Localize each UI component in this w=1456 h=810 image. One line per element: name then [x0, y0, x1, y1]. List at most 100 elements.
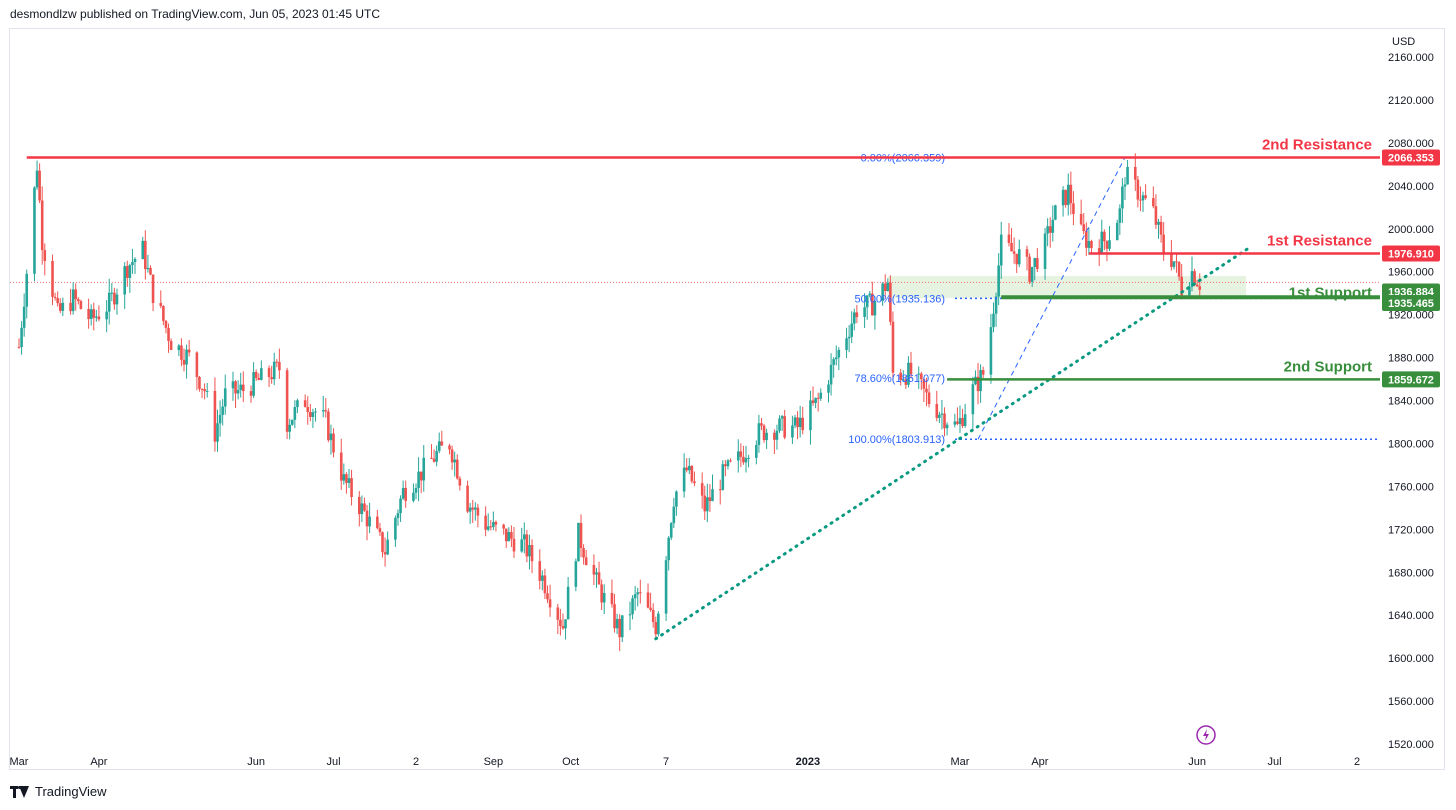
- candle-body[interactable]: [131, 261, 134, 266]
- candle-body[interactable]: [791, 425, 794, 438]
- candle-body[interactable]: [685, 467, 689, 471]
- candle-body[interactable]: [584, 557, 588, 566]
- candle-body[interactable]: [404, 487, 408, 501]
- candle-body[interactable]: [780, 416, 784, 419]
- candle-body[interactable]: [976, 376, 980, 392]
- candle-body[interactable]: [1036, 258, 1039, 269]
- candle-body[interactable]: [917, 373, 921, 375]
- candle-body[interactable]: [149, 267, 152, 275]
- candle-body[interactable]: [561, 626, 565, 629]
- candle-body[interactable]: [999, 234, 1003, 266]
- candle-body[interactable]: [953, 421, 957, 425]
- candle-body[interactable]: [1048, 226, 1052, 233]
- candle-body[interactable]: [141, 240, 145, 259]
- candle-body[interactable]: [275, 361, 279, 363]
- candle-body[interactable]: [450, 449, 454, 463]
- candle-body[interactable]: [938, 414, 941, 418]
- candle-body[interactable]: [180, 345, 183, 360]
- candle-body[interactable]: [311, 412, 315, 417]
- candle-body[interactable]: [113, 292, 116, 305]
- candle-body[interactable]: [293, 407, 297, 420]
- candle-body[interactable]: [43, 250, 47, 261]
- candle-body[interactable]: [760, 423, 763, 426]
- candle-body[interactable]: [285, 370, 289, 432]
- candle-body[interactable]: [115, 294, 119, 305]
- candle-body[interactable]: [528, 545, 531, 557]
- candle-body[interactable]: [267, 368, 271, 378]
- candle-body[interactable]: [25, 273, 29, 307]
- candle-body[interactable]: [1144, 195, 1147, 199]
- candle-body[interactable]: [22, 306, 26, 328]
- candle-body[interactable]: [1015, 253, 1018, 265]
- candle-body[interactable]: [963, 414, 967, 426]
- candle-body[interactable]: [1198, 286, 1202, 290]
- candle-body[interactable]: [306, 407, 310, 412]
- candle-body[interactable]: [729, 460, 732, 462]
- flash-icon[interactable]: [1196, 725, 1216, 745]
- candle-body[interactable]: [1188, 287, 1191, 296]
- candle-body[interactable]: [618, 618, 621, 638]
- candle-body[interactable]: [871, 293, 874, 316]
- candle-body[interactable]: [863, 307, 866, 317]
- candle-body[interactable]: [798, 417, 802, 428]
- candle-body[interactable]: [700, 483, 704, 496]
- candle-body[interactable]: [484, 515, 487, 530]
- candle-body[interactable]: [1170, 253, 1173, 267]
- candle-body[interactable]: [992, 313, 995, 328]
- candle-body[interactable]: [631, 598, 634, 615]
- candle-body[interactable]: [221, 406, 224, 415]
- candle-body[interactable]: [1064, 189, 1067, 205]
- candle-body[interactable]: [582, 548, 585, 558]
- candle-body[interactable]: [943, 413, 946, 429]
- candle-body[interactable]: [1159, 221, 1163, 235]
- candle-body[interactable]: [494, 521, 498, 525]
- candle-body[interactable]: [574, 561, 578, 587]
- candle-body[interactable]: [61, 302, 65, 311]
- candle-body[interactable]: [891, 321, 895, 373]
- candle-body[interactable]: [989, 327, 993, 375]
- candle-body[interactable]: [909, 362, 913, 375]
- candle-body[interactable]: [633, 594, 637, 599]
- candle-body[interactable]: [303, 400, 307, 408]
- candle-body[interactable]: [827, 384, 830, 393]
- candle-body[interactable]: [33, 187, 36, 274]
- candle-body[interactable]: [510, 532, 513, 539]
- candle-body[interactable]: [721, 464, 725, 490]
- candle-body[interactable]: [783, 416, 786, 438]
- candle-body[interactable]: [347, 478, 351, 484]
- candle-body[interactable]: [1007, 234, 1011, 243]
- candle-body[interactable]: [474, 507, 477, 510]
- fib-anchor-line[interactable]: [977, 157, 1126, 440]
- candle-body[interactable]: [466, 485, 469, 512]
- candle-body[interactable]: [628, 614, 632, 616]
- candle-body[interactable]: [123, 266, 126, 295]
- candle-body[interactable]: [819, 392, 823, 399]
- candle-body[interactable]: [610, 592, 614, 605]
- candle-body[interactable]: [548, 599, 552, 608]
- candle-body[interactable]: [778, 418, 781, 431]
- candle-body[interactable]: [350, 478, 353, 497]
- candle-body[interactable]: [432, 458, 436, 462]
- candle-body[interactable]: [1097, 248, 1101, 254]
- candle-body[interactable]: [1103, 231, 1106, 242]
- candle-body[interactable]: [1069, 184, 1073, 204]
- candle-body[interactable]: [935, 404, 939, 418]
- candle-body[interactable]: [38, 170, 41, 201]
- candle-body[interactable]: [742, 456, 745, 463]
- candle-body[interactable]: [654, 622, 658, 635]
- candle-body[interactable]: [724, 464, 727, 467]
- candle-body[interactable]: [1043, 233, 1047, 269]
- candle-body[interactable]: [195, 352, 199, 377]
- candle-body[interactable]: [801, 417, 805, 431]
- footer-brand[interactable]: TradingView: [10, 784, 107, 799]
- candle-body[interactable]: [847, 336, 851, 339]
- candle-body[interactable]: [865, 295, 869, 308]
- candle-body[interactable]: [541, 575, 544, 581]
- candle-body[interactable]: [708, 497, 712, 502]
- candle-body[interactable]: [981, 370, 985, 375]
- candle-body[interactable]: [51, 260, 54, 297]
- candle-body[interactable]: [205, 390, 209, 392]
- candle-body[interactable]: [128, 265, 132, 278]
- candle-body[interactable]: [504, 528, 508, 542]
